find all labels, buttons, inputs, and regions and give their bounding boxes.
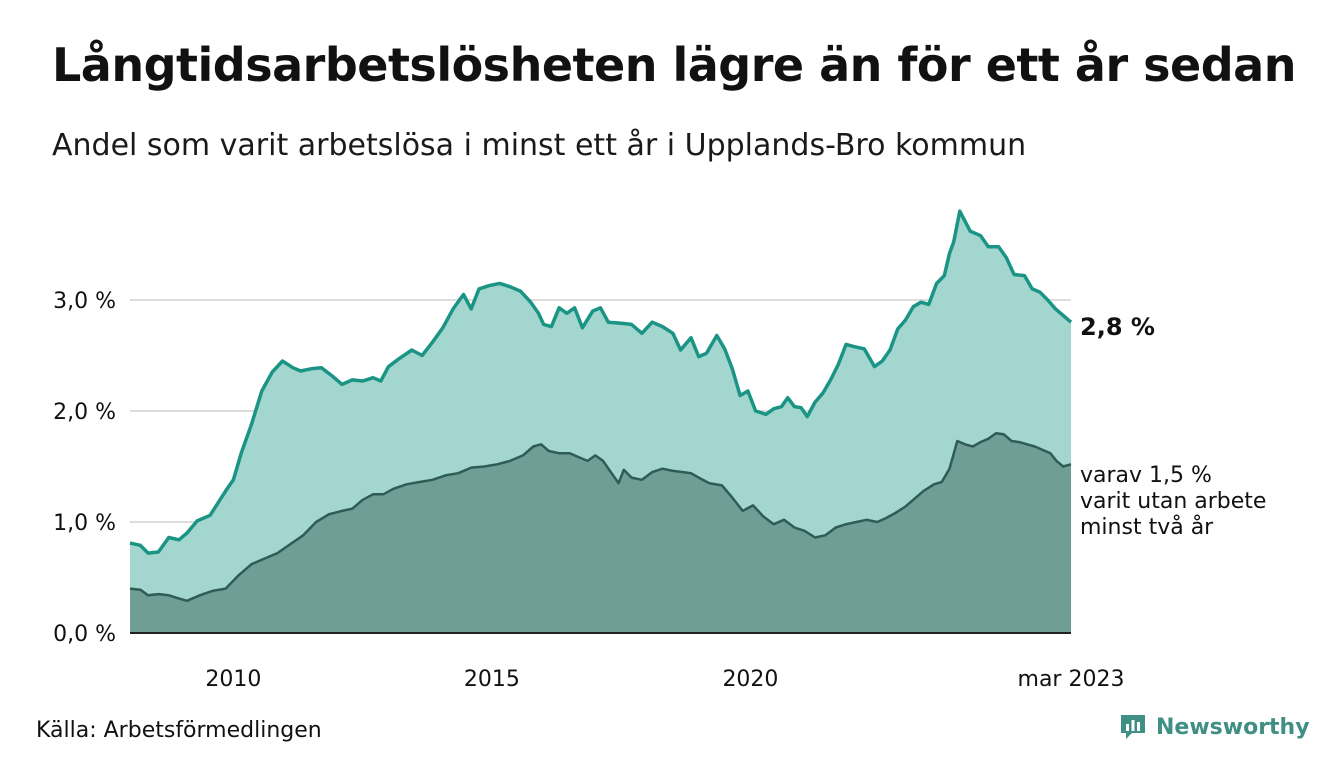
y-tick-label: 0,0 %: [53, 622, 116, 647]
end-labels: 2,8 % varav 1,5 % varit utan arbete minst …: [1080, 313, 1266, 540]
chart-title: Långtidsarbetslösheten lägre än för ett …: [52, 38, 1296, 92]
axis-labels: 0,0 % 1,0 % 2,0 % 3,0 % 2010 2015 2020 mar 2023: [53, 289, 1124, 692]
source-note: Källa: Arbetsförmedlingen: [36, 718, 322, 743]
x-tick-label: mar 2023: [1018, 667, 1125, 692]
x-tick-label: 2015: [464, 667, 520, 692]
newsworthy-logo-icon: [1121, 715, 1145, 739]
end-label-line: varav 1,5 %: [1080, 463, 1212, 488]
end-label-line: varit utan arbete: [1080, 489, 1266, 514]
chart-subtitle: Andel som varit arbetslösa i minst ett å…: [52, 128, 1027, 163]
y-tick-label: 3,0 %: [53, 289, 116, 314]
total-line: [129, 209, 1073, 555]
over-two-years-line: [129, 431, 1072, 603]
over-two-years-area: [130, 433, 1071, 633]
x-tick-label: 2010: [205, 667, 261, 692]
series-areas: [129, 209, 1073, 634]
y-tick-label: 2,0 %: [53, 400, 116, 425]
over-two-years-end-label: varav 1,5 % varit utan arbete minst två år: [1080, 463, 1266, 540]
brand-name: Newsworthy: [1156, 714, 1310, 740]
brand-logo[interactable]: Newsworthy: [1118, 712, 1310, 742]
total-end-label: 2,8 %: [1080, 313, 1155, 341]
y-tick-label: 1,0 %: [53, 511, 116, 536]
x-tick-label: 2020: [722, 667, 778, 692]
end-label-line: minst två år: [1080, 514, 1214, 540]
